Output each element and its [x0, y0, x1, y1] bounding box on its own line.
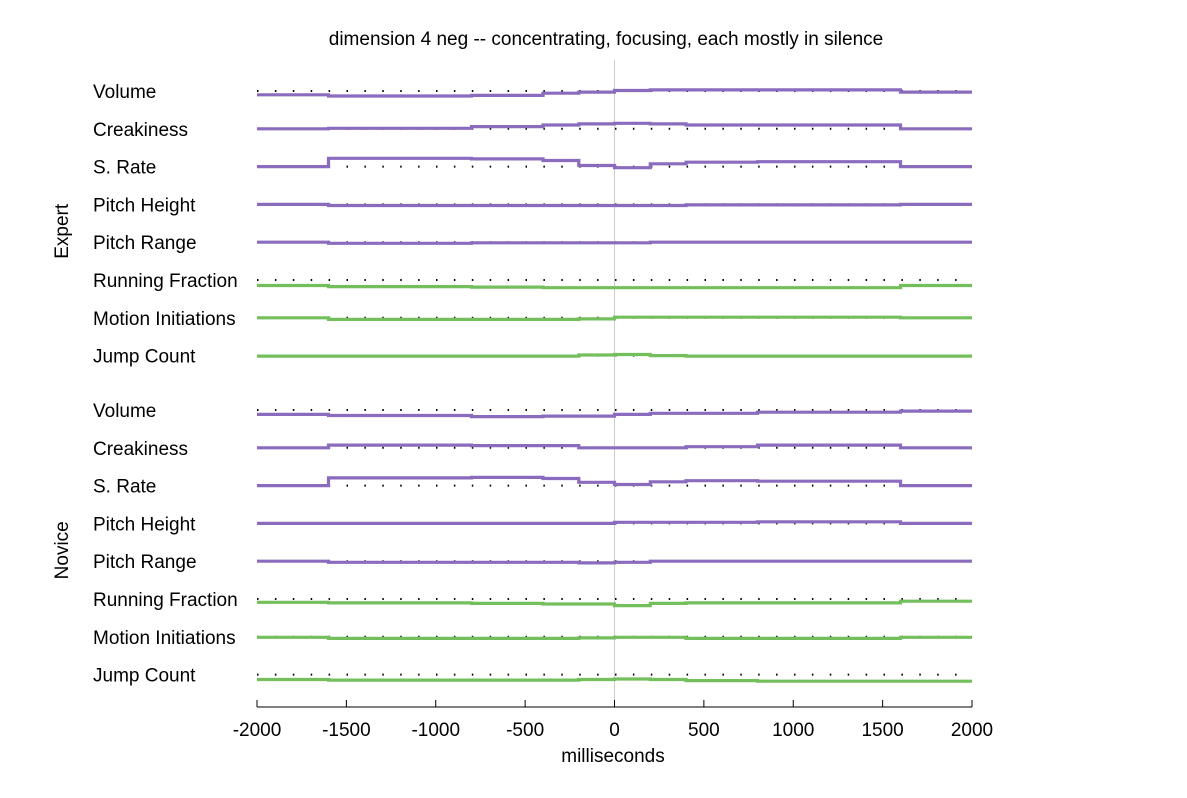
x-axis-label: milliseconds — [561, 746, 664, 767]
series-layer — [257, 88, 972, 683]
feature-label-expert-s-rate: S. Rate — [93, 158, 156, 179]
series-expert-pitch-range — [257, 240, 972, 245]
series-novice-jump-count — [257, 677, 972, 683]
series-novice-motion-initiations — [257, 635, 972, 640]
x-tick-label-0: 0 — [609, 720, 620, 741]
series-expert-volume — [257, 88, 972, 98]
x-tick-label-1500: 1500 — [861, 720, 903, 741]
series-expert-jump-count — [257, 352, 972, 358]
feature-label-novice-jump-count: Jump Count — [93, 666, 196, 687]
group-label-novice: Novice — [52, 521, 73, 579]
feature-label-novice-volume: Volume — [93, 401, 156, 422]
feature-label-novice-pitch-range: Pitch Range — [93, 552, 197, 573]
feature-label-novice-pitch-height: Pitch Height — [93, 514, 196, 535]
x-tick-label-1000: 1000 — [772, 720, 814, 741]
feature-label-novice-running-fraction: Running Fraction — [93, 590, 238, 611]
feature-label-novice-motion-initiations: Motion Initiations — [93, 628, 236, 649]
series-expert-creakiness — [257, 121, 972, 131]
x-tick-label-500: 500 — [688, 720, 720, 741]
feature-label-expert-pitch-height: Pitch Height — [93, 195, 196, 216]
series-novice-running-fraction — [257, 599, 972, 608]
chart-title: dimension 4 neg -- concentrating, focusi… — [329, 29, 883, 50]
label-layer: Expert Volume Creakiness S. Rate Pitch Heigh… — [52, 82, 238, 687]
x-tick-label-2000: 2000 — [951, 720, 993, 741]
series-novice-pitch-range — [257, 559, 972, 565]
feature-label-expert-volume: Volume — [93, 82, 156, 103]
series-expert-running-fraction — [257, 283, 972, 290]
x-tick-label--1000: -1000 — [411, 720, 460, 741]
series-novice-volume — [257, 409, 972, 419]
series-novice-s-rate — [257, 475, 972, 488]
x-tick-label--500: -500 — [506, 720, 544, 741]
feature-label-expert-running-fraction: Running Fraction — [93, 271, 238, 292]
series-novice-pitch-height — [257, 520, 972, 525]
series-expert-motion-initiations — [257, 315, 972, 321]
feature-label-novice-s-rate: S. Rate — [93, 477, 156, 498]
x-tick-label--2000: -2000 — [233, 720, 282, 741]
series-expert-s-rate — [257, 156, 972, 170]
group-label-expert: Expert — [52, 203, 73, 259]
series-novice-creakiness — [257, 443, 972, 450]
feature-label-expert-motion-initiations: Motion Initiations — [93, 309, 236, 330]
feature-label-expert-pitch-range: Pitch Range — [93, 233, 197, 254]
x-tick-label--1500: -1500 — [322, 720, 371, 741]
feature-label-novice-creakiness: Creakiness — [93, 439, 188, 460]
feature-label-expert-jump-count: Jump Count — [93, 347, 196, 368]
x-axis-ticks: -2000 -1500 -1000 -500 0 500 1000 1500 2000 — [233, 700, 993, 741]
series-expert-pitch-height — [257, 202, 972, 208]
feature-label-expert-creakiness: Creakiness — [93, 120, 188, 141]
